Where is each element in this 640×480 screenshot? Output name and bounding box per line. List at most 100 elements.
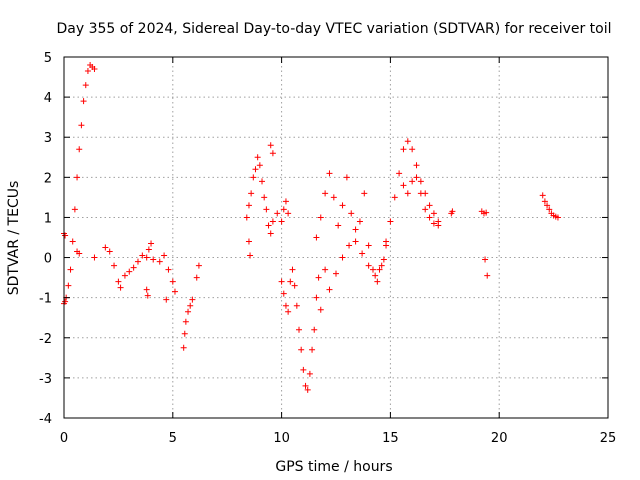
data-point xyxy=(76,250,83,257)
data-point xyxy=(180,344,187,351)
data-point xyxy=(361,190,368,197)
data-point xyxy=(426,202,433,209)
data-point xyxy=(413,174,420,181)
data-point xyxy=(80,98,87,105)
data-point xyxy=(335,222,342,229)
data-point xyxy=(278,218,285,225)
series-evening-lower xyxy=(400,174,442,229)
data-point xyxy=(289,266,296,273)
data-point xyxy=(400,146,407,153)
data-point xyxy=(383,242,390,249)
data-point xyxy=(409,178,416,185)
data-points xyxy=(61,62,561,393)
data-point xyxy=(243,214,250,221)
data-point xyxy=(298,346,305,353)
series-midday-isolated xyxy=(245,142,276,259)
data-point xyxy=(348,210,355,217)
series-morning-dip xyxy=(102,240,157,291)
data-point xyxy=(380,256,387,263)
data-point xyxy=(554,214,561,221)
data-point xyxy=(376,266,383,273)
y-tick-label: 1 xyxy=(44,211,52,226)
data-point xyxy=(282,198,289,205)
data-point xyxy=(356,218,363,225)
data-point xyxy=(409,146,416,153)
y-tick-label: 4 xyxy=(44,91,52,106)
data-point xyxy=(130,264,137,271)
data-point xyxy=(261,194,268,201)
y-tick-label: -4 xyxy=(39,412,52,427)
data-point xyxy=(250,174,257,181)
data-point xyxy=(91,254,98,261)
data-point xyxy=(539,192,546,199)
data-point xyxy=(121,272,128,279)
x-tick-label: 5 xyxy=(169,431,177,446)
data-point xyxy=(274,210,281,217)
data-point xyxy=(369,266,376,273)
data-point xyxy=(309,346,316,353)
data-point xyxy=(144,292,151,299)
y-tick-labels: -4 -3 -2 -1 0 1 2 3 4 5 xyxy=(39,51,52,427)
data-point xyxy=(302,382,309,389)
data-point xyxy=(65,282,72,289)
data-point xyxy=(163,296,170,303)
data-point xyxy=(189,296,196,303)
data-point xyxy=(139,252,146,259)
data-point xyxy=(330,194,337,201)
data-point xyxy=(391,194,398,201)
y-tick-label: -3 xyxy=(39,372,52,387)
data-point xyxy=(306,370,313,377)
series-late-night xyxy=(539,192,561,221)
data-point xyxy=(248,190,255,197)
data-point xyxy=(546,206,553,213)
data-point xyxy=(195,262,202,269)
data-point xyxy=(346,242,353,249)
data-point xyxy=(252,166,259,173)
data-point xyxy=(193,274,200,281)
data-point xyxy=(326,170,333,177)
data-point xyxy=(326,286,333,293)
data-point xyxy=(352,238,359,245)
data-point xyxy=(287,278,294,285)
data-point xyxy=(269,150,276,157)
data-point xyxy=(404,190,411,197)
data-point xyxy=(365,242,372,249)
data-point xyxy=(374,278,381,285)
data-point xyxy=(182,318,189,325)
series-noon-drop xyxy=(278,266,324,393)
axis-ticks xyxy=(63,56,609,419)
x-tick-label: 10 xyxy=(273,431,290,446)
y-tick-label: 5 xyxy=(44,51,52,66)
data-point xyxy=(359,250,366,257)
data-point xyxy=(317,214,324,221)
series-early-isolated xyxy=(61,230,98,261)
x-tick-label: 0 xyxy=(60,431,68,446)
data-point xyxy=(187,302,194,309)
y-axis-label: SDTVAR / TECUs xyxy=(6,181,22,296)
x-axis-label: GPS time / hours xyxy=(275,459,392,475)
data-point xyxy=(115,278,122,285)
data-point xyxy=(69,238,76,245)
data-point xyxy=(169,278,176,285)
data-point xyxy=(417,178,424,185)
data-point xyxy=(365,262,372,269)
data-point xyxy=(185,308,192,315)
data-point xyxy=(352,226,359,233)
data-point xyxy=(387,218,394,225)
data-point xyxy=(82,82,89,89)
data-point xyxy=(417,190,424,197)
data-point xyxy=(322,266,329,273)
series-afternoon-band xyxy=(313,170,390,285)
data-point xyxy=(422,206,429,213)
data-point xyxy=(256,162,263,169)
data-point xyxy=(263,206,270,213)
data-point xyxy=(322,190,329,197)
data-point xyxy=(396,170,403,177)
series-evening-peak xyxy=(383,138,442,249)
data-point xyxy=(150,256,157,263)
data-point xyxy=(404,138,411,145)
data-point xyxy=(280,290,287,297)
data-point xyxy=(74,174,81,181)
data-point xyxy=(541,198,548,205)
